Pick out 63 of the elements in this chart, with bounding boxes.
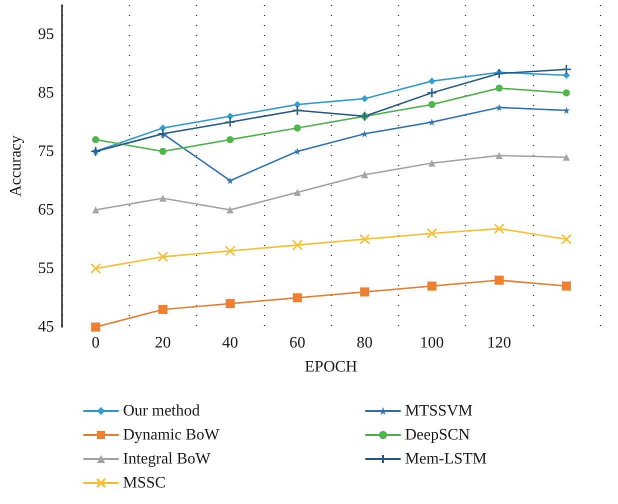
y-axis-title: Accuracy bbox=[8, 135, 24, 197]
x-tick-label: 60 bbox=[289, 334, 306, 352]
point bbox=[562, 154, 570, 161]
point bbox=[294, 188, 301, 196]
legend-label: Dynamic BoW bbox=[123, 426, 220, 444]
legend-label: DeepSCN bbox=[405, 426, 470, 444]
point bbox=[294, 124, 301, 132]
point bbox=[226, 299, 235, 308]
point bbox=[159, 148, 166, 155]
point bbox=[91, 322, 100, 332]
y-tick-label: 95 bbox=[38, 26, 54, 43]
point bbox=[562, 282, 571, 291]
legend-label: MSSC bbox=[123, 474, 166, 492]
x-axis-title: EPOCH bbox=[304, 358, 358, 376]
point bbox=[224, 246, 236, 256]
point bbox=[359, 234, 370, 244]
point bbox=[496, 152, 503, 159]
point bbox=[361, 95, 368, 102]
point bbox=[426, 88, 438, 98]
x-tick-label: 100 bbox=[420, 334, 444, 352]
y-tick-label: 85 bbox=[38, 84, 54, 102]
point bbox=[496, 84, 503, 92]
point bbox=[90, 263, 101, 274]
point bbox=[158, 304, 168, 314]
x-tick-label: 80 bbox=[356, 334, 373, 352]
legend-label: MTSSVM bbox=[405, 402, 473, 420]
point bbox=[496, 104, 503, 111]
y-tick-label: 55 bbox=[38, 260, 54, 277]
point bbox=[92, 136, 100, 144]
point bbox=[292, 293, 302, 302]
point bbox=[226, 136, 234, 144]
point bbox=[428, 101, 436, 108]
point bbox=[494, 276, 504, 285]
y-tick-label: 65 bbox=[38, 201, 54, 218]
point bbox=[158, 251, 168, 262]
legend-label: Integral BoW bbox=[123, 450, 212, 468]
point bbox=[428, 160, 436, 167]
point bbox=[226, 177, 234, 184]
point bbox=[562, 89, 570, 96]
point bbox=[561, 234, 572, 244]
point bbox=[292, 105, 303, 116]
legend-label: Mem-LSTM bbox=[405, 450, 487, 468]
y-tick-label: 45 bbox=[38, 318, 54, 336]
point bbox=[428, 118, 436, 126]
point bbox=[426, 228, 438, 239]
point bbox=[494, 68, 504, 79]
point bbox=[224, 116, 236, 128]
x-tick-label: 20 bbox=[154, 334, 171, 352]
point bbox=[292, 240, 303, 250]
point bbox=[428, 78, 436, 85]
point bbox=[361, 171, 368, 178]
point bbox=[92, 206, 100, 214]
point bbox=[427, 282, 436, 291]
point bbox=[561, 64, 572, 75]
point bbox=[159, 194, 166, 202]
x-tick-label: 40 bbox=[222, 334, 238, 352]
point bbox=[226, 206, 234, 214]
legend-label: Our method bbox=[123, 402, 200, 420]
point bbox=[360, 287, 370, 296]
y-tick-label: 75 bbox=[38, 142, 54, 160]
x-tick-label: 120 bbox=[487, 334, 512, 352]
point bbox=[494, 223, 504, 234]
x-tick-label: 0 bbox=[92, 334, 100, 352]
